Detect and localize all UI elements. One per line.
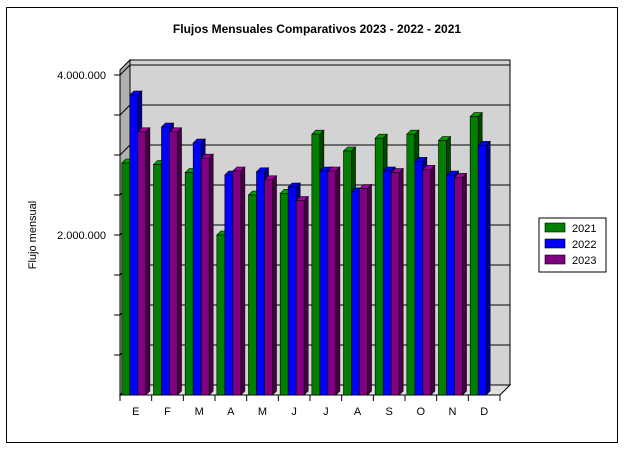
- x-tick-label: N: [449, 406, 457, 418]
- x-tick-label: E: [132, 406, 139, 418]
- bar: [453, 172, 468, 396]
- legend-swatch: [544, 238, 566, 249]
- x-tick-label: J: [323, 406, 329, 418]
- x-tick-label: A: [227, 406, 235, 418]
- bar: [477, 140, 491, 396]
- bar: [422, 164, 436, 396]
- x-tick-label: M: [258, 406, 267, 418]
- bar: [390, 167, 404, 396]
- x-tick-label: D: [480, 406, 488, 418]
- axes: [114, 70, 501, 401]
- bar: [327, 166, 341, 396]
- x-tick-label: F: [164, 406, 171, 418]
- y-tick-label: 4.000.000: [57, 70, 106, 82]
- x-tick-label: A: [354, 406, 362, 418]
- gridline: [119, 64, 510, 76]
- x-tick-label: O: [417, 406, 426, 418]
- legend-label: 2022: [572, 239, 596, 251]
- bar: [295, 195, 309, 396]
- bars: [121, 90, 491, 396]
- legend-label: 2021: [572, 223, 596, 235]
- y-tick-label: 2.000.000: [57, 230, 106, 242]
- x-tick-label: M: [195, 406, 204, 418]
- chart-title: Flujos Mensuales Comparativos 2023 - 202…: [173, 22, 461, 36]
- legend: 2021 2022 2023: [538, 217, 607, 273]
- x-tick-label: J: [291, 406, 297, 418]
- legend-swatch: [544, 222, 566, 233]
- bar: [263, 175, 278, 396]
- bar: [358, 183, 373, 396]
- x-tick-label: S: [385, 406, 392, 418]
- legend-swatch: [544, 254, 566, 265]
- y-axis-label: Flujo mensual: [27, 201, 39, 269]
- bar: [137, 127, 151, 396]
- bar: [200, 153, 214, 396]
- legend-label: 2023: [572, 255, 596, 267]
- y-tick-labels: 4.000.000 2.000.000: [57, 70, 106, 242]
- bar: [168, 127, 183, 396]
- bar: [232, 166, 246, 396]
